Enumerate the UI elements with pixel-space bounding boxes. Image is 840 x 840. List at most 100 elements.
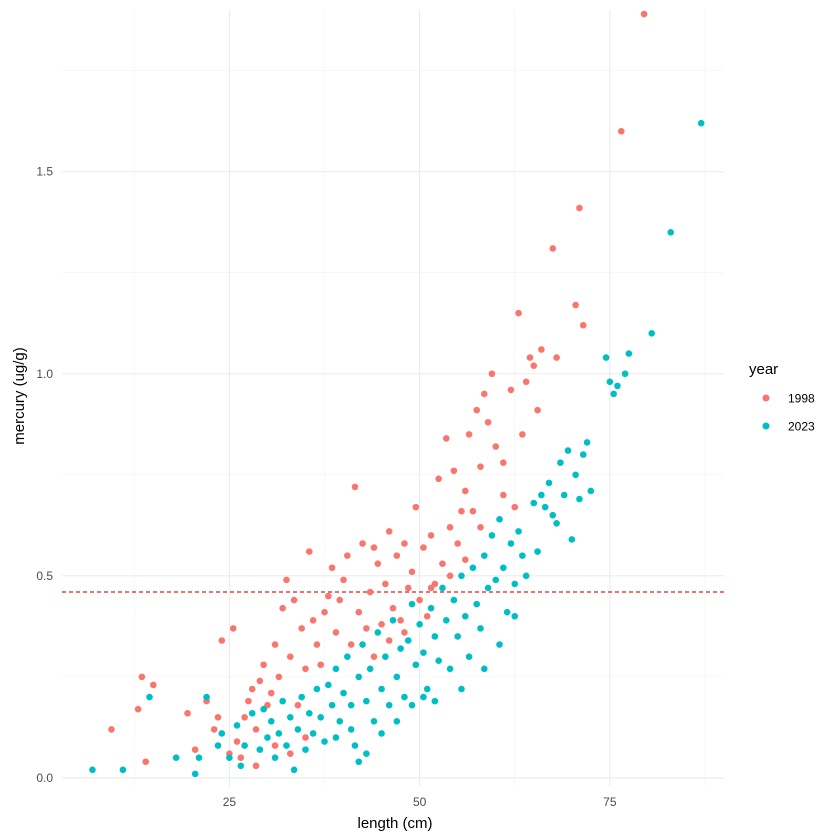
data-point-2023: [614, 382, 621, 390]
data-point-1998: [515, 309, 522, 317]
data-point-1998: [344, 552, 351, 559]
data-point-2023: [408, 701, 416, 709]
data-point-1998: [252, 726, 260, 733]
data-point-1998: [389, 604, 397, 612]
data-point-1998: [214, 713, 222, 721]
data-point-2023: [519, 552, 526, 559]
tick-labels: 25 50 75 0.0 0.5 1.0 1.5: [36, 165, 617, 809]
data-point-1998: [347, 641, 355, 648]
data-point-2023: [576, 495, 583, 503]
data-point-2023: [378, 685, 385, 693]
data-point-2023: [549, 511, 557, 519]
data-point-2023: [435, 657, 442, 665]
data-point-1998: [374, 560, 382, 568]
data-point-2023: [564, 447, 572, 454]
data-point-2023: [488, 532, 496, 539]
data-point-2023: [667, 228, 675, 236]
data-point-1998: [184, 709, 191, 717]
y-axis-title: mercury (ug/g): [11, 347, 28, 445]
data-point-1998: [256, 677, 264, 685]
data-point-1998: [469, 507, 477, 515]
data-point-1998: [332, 629, 340, 636]
data-point-2023: [553, 519, 560, 527]
data-point-1998: [401, 629, 408, 636]
legend-label-2023: 2023: [788, 420, 815, 434]
data-point-2023: [374, 629, 382, 636]
data-point-1998: [446, 572, 454, 580]
data-point-2023: [423, 685, 431, 693]
data-point-2023: [515, 528, 522, 535]
data-point-1998: [191, 746, 199, 753]
data-point-2023: [465, 653, 473, 660]
data-point-2023: [511, 580, 519, 588]
data-point-2023: [393, 718, 401, 725]
y-tick-label: 1.0: [36, 367, 53, 381]
data-point-1998: [488, 370, 496, 378]
data-point-2023: [648, 330, 656, 337]
data-point-1998: [640, 10, 648, 18]
data-point-1998: [473, 406, 481, 414]
data-point-2023: [363, 750, 370, 757]
data-point-2023: [427, 604, 435, 612]
data-point-2023: [439, 584, 446, 592]
data-point-1998: [461, 556, 469, 563]
data-point-2023: [256, 746, 264, 753]
data-point-2023: [355, 758, 363, 766]
data-point-1998: [484, 418, 492, 426]
data-point-2023: [359, 641, 366, 648]
data-point-2023: [621, 370, 629, 378]
data-point-2023: [237, 762, 245, 770]
data-point-2023: [420, 693, 427, 701]
data-point-1998: [385, 637, 393, 644]
data-point-2023: [309, 730, 317, 737]
y-tick-label: 0.5: [36, 569, 53, 583]
data-point-1998: [294, 701, 302, 709]
data-point-2023: [461, 612, 469, 620]
data-point-2023: [408, 600, 416, 608]
data-point-2023: [442, 616, 450, 624]
data-point-1998: [309, 616, 317, 624]
data-point-2023: [279, 697, 286, 705]
data-point-2023: [450, 596, 458, 604]
data-point-1998: [150, 681, 157, 689]
data-point-2023: [275, 730, 283, 737]
data-point-2023: [286, 713, 294, 721]
data-point-2023: [366, 665, 374, 673]
data-point-1998: [553, 354, 560, 361]
data-point-1998: [229, 625, 237, 632]
y-tick-label: 0.0: [36, 771, 53, 785]
data-point-2023: [557, 459, 564, 466]
data-point-1998: [328, 564, 336, 572]
data-point-2023: [344, 653, 351, 660]
data-point-1998: [576, 204, 583, 212]
data-point-1998: [408, 568, 416, 576]
data-point-2023: [481, 552, 488, 559]
legend: year 1998 2023: [749, 361, 815, 434]
data-point-1998: [351, 483, 359, 491]
data-point-2023: [446, 665, 454, 673]
data-point-2023: [264, 734, 271, 741]
data-point-2023: [214, 742, 222, 749]
data-point-2023: [340, 689, 347, 697]
data-point-2023: [431, 633, 439, 640]
data-point-1998: [412, 503, 420, 511]
data-point-1998: [477, 463, 484, 471]
data-point-2023: [538, 491, 545, 499]
data-point-1998: [370, 653, 378, 660]
data-point-2023: [568, 536, 576, 543]
data-point-1998: [530, 362, 538, 369]
data-point-1998: [579, 321, 587, 329]
data-point-2023: [469, 564, 477, 572]
data-point-1998: [522, 378, 530, 386]
data-point-2023: [294, 726, 302, 733]
data-point-1998: [439, 560, 446, 568]
data-point-2023: [325, 681, 332, 689]
data-point-2023: [290, 766, 298, 774]
data-point-2023: [560, 491, 568, 499]
data-point-1998: [511, 503, 519, 511]
data-point-1998: [134, 705, 142, 713]
data-point-2023: [271, 754, 279, 762]
data-point-2023: [541, 503, 549, 511]
data-point-2023: [317, 713, 325, 721]
